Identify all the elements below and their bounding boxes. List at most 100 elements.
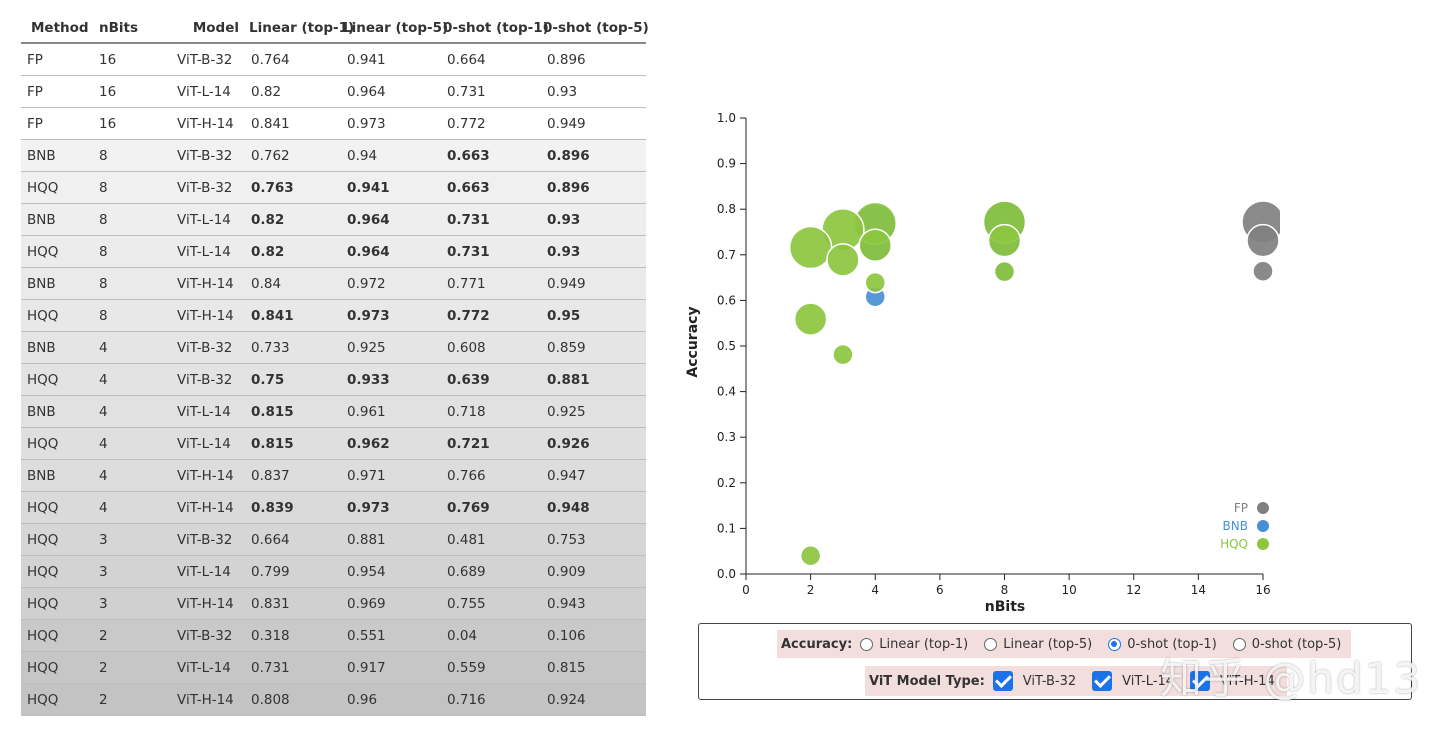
cell-nbits: 4	[91, 459, 169, 492]
cell-linear-top5: 0.973	[341, 107, 441, 140]
point-hqq-vit-l-14	[826, 243, 860, 277]
table-row: HQQ 3 ViT-B-32 0.664 0.881 0.481 0.753	[21, 523, 646, 556]
cell-nbits: 8	[91, 171, 169, 204]
point-fp-vit-b-32	[1252, 260, 1274, 282]
x-tick-label: 10	[1061, 583, 1076, 597]
cell-linear-top5: 0.881	[341, 523, 441, 556]
point-hqq-vit-b-32	[993, 260, 1016, 283]
cell-linear-top5: 0.973	[341, 491, 441, 524]
legend-label-hqq: HQQ	[1220, 537, 1248, 551]
table-row: BNB 4 ViT-B-32 0.733 0.925 0.608 0.859	[21, 331, 646, 364]
y-tick-label: 0.3	[717, 430, 736, 444]
checkbox-checked-icon[interactable]	[1190, 671, 1211, 691]
cell-model: ViT-H-14	[169, 267, 245, 300]
radio-circle-icon[interactable]	[984, 637, 998, 651]
radio-linear-top5-label: Linear (top-5)	[1003, 636, 1093, 652]
radio-0shot-top5-label: 0-shot (top-5)	[1251, 636, 1342, 652]
cell-linear-top5: 0.964	[341, 75, 441, 108]
cell-0shot-top5: 0.924	[541, 683, 646, 716]
cell-nbits: 2	[91, 651, 169, 684]
cell-linear-top5: 0.933	[341, 363, 441, 396]
radio-circle-icon[interactable]	[1232, 637, 1246, 651]
results-table-container: Method nBits Model Linear (top-1) Linear…	[21, 14, 649, 716]
cell-method: BNB	[21, 395, 91, 428]
radio-0shot-top5[interactable]: 0-shot (top-5)	[1232, 636, 1342, 652]
cell-linear-top1: 0.733	[245, 331, 341, 364]
radio-0shot-top1[interactable]: 0-shot (top-1)	[1108, 637, 1217, 652]
x-tick-label: 2	[807, 583, 815, 597]
table-row: HQQ 4 ViT-H-14 0.839 0.973 0.769 0.948	[21, 491, 646, 524]
y-tick-label: 0.0	[717, 567, 736, 581]
table-row: BNB 4 ViT-H-14 0.837 0.971 0.766 0.947	[21, 459, 646, 492]
accuracy-selector: Accuracy: Linear (top-1) Linear (top-5) …	[777, 630, 1352, 658]
cell-method: BNB	[21, 203, 91, 236]
cell-linear-top5: 0.973	[341, 299, 441, 332]
radio-linear-top5[interactable]: Linear (top-5)	[984, 637, 1092, 652]
table-row: HQQ 2 ViT-H-14 0.808 0.96 0.716 0.924	[21, 683, 646, 716]
cell-model: ViT-B-32	[169, 331, 245, 364]
cell-linear-top1: 0.841	[245, 299, 341, 332]
x-tick-label: 16	[1255, 583, 1270, 597]
table-row: HQQ 3 ViT-H-14 0.831 0.969 0.755 0.943	[21, 587, 646, 620]
point-hqq-vit-b-32	[799, 545, 822, 567]
cell-model: ViT-B-32	[169, 619, 245, 652]
cell-0shot-top5: 0.95	[541, 299, 646, 332]
model-type-label: ViT Model Type:	[869, 673, 985, 689]
checkbox-vit-b-32[interactable]: ViT-B-32	[992, 671, 1076, 691]
cell-0shot-top5: 0.106	[541, 619, 646, 652]
cell-linear-top1: 0.831	[245, 587, 341, 620]
legend-label-bnb: BNB	[1223, 519, 1248, 533]
cell-linear-top5: 0.972	[341, 267, 441, 300]
cell-0shot-top5: 0.859	[541, 331, 646, 364]
cell-method: HQQ	[21, 363, 91, 396]
y-tick-label: 0.2	[717, 476, 736, 490]
point-hqq-vit-b-32	[832, 343, 854, 366]
cell-model: ViT-H-14	[169, 683, 245, 716]
x-tick-label: 4	[871, 583, 879, 597]
cell-0shot-top1: 0.716	[441, 683, 541, 716]
cell-0shot-top5: 0.896	[541, 139, 646, 172]
cell-0shot-top1: 0.721	[441, 427, 541, 460]
legend-label-fp: FP	[1234, 501, 1248, 515]
radio-linear-top1[interactable]: Linear (top-1)	[860, 637, 968, 652]
cell-linear-top5: 0.969	[341, 587, 441, 620]
checkbox-checked-icon[interactable]	[1092, 671, 1113, 691]
cell-linear-top5: 0.964	[341, 235, 441, 268]
cell-linear-top5: 0.961	[341, 395, 441, 428]
cell-model: ViT-H-14	[169, 107, 245, 140]
checkbox-vit-h-14[interactable]: ViT-H-14	[1190, 671, 1275, 691]
y-axis-label: Accuracy	[685, 306, 701, 377]
cell-linear-top1: 0.763	[245, 171, 341, 204]
cell-linear-top5: 0.551	[341, 619, 441, 652]
cell-nbits: 3	[91, 523, 169, 556]
watermark: 知乎 @hd13	[1160, 654, 1423, 703]
cell-linear-top5: 0.971	[341, 459, 441, 492]
y-tick-label: 0.7	[717, 248, 736, 262]
radio-circle-icon[interactable]	[860, 637, 874, 651]
cell-model: ViT-L-14	[169, 203, 245, 236]
cell-method: BNB	[21, 331, 91, 364]
cell-model: ViT-B-32	[169, 363, 245, 396]
cell-model: ViT-H-14	[169, 459, 245, 492]
cell-method: BNB	[21, 459, 91, 492]
y-tick-label: 0.4	[717, 385, 736, 399]
radio-circle-selected-icon[interactable]	[1108, 637, 1122, 651]
cell-nbits: 3	[91, 555, 169, 588]
cell-model: ViT-L-14	[169, 555, 245, 588]
header-0shot-top5: 0-shot (top-5)	[541, 14, 649, 44]
cell-0shot-top5: 0.949	[541, 267, 646, 300]
legend-marker-bnb	[1257, 520, 1269, 532]
checkbox-checked-icon[interactable]	[992, 671, 1013, 691]
cell-linear-top1: 0.808	[245, 683, 341, 716]
checkbox-vit-l-14[interactable]: ViT-L-14	[1092, 671, 1174, 691]
cell-0shot-top5: 0.896	[541, 171, 646, 204]
x-tick-label: 6	[936, 583, 944, 597]
cell-0shot-top1: 0.772	[441, 299, 541, 332]
cell-0shot-top1: 0.766	[441, 459, 541, 492]
cell-0shot-top1: 0.559	[441, 651, 541, 684]
cell-linear-top5: 0.941	[341, 171, 441, 204]
model-type-selector: ViT Model Type: ViT-B-32 ViT-L-14 ViT-H-…	[865, 666, 1287, 696]
accuracy-scatter-chart: 0.0 0.1 0.2 0.3 0.4 0.5 0.6 0.7 0.8 0.9 1.0 0 2 4 6 8 1…	[685, 111, 1280, 615]
cell-model: ViT-B-32	[169, 139, 245, 172]
table-row: HQQ 8 ViT-L-14 0.82 0.964 0.731 0.93	[21, 235, 646, 268]
